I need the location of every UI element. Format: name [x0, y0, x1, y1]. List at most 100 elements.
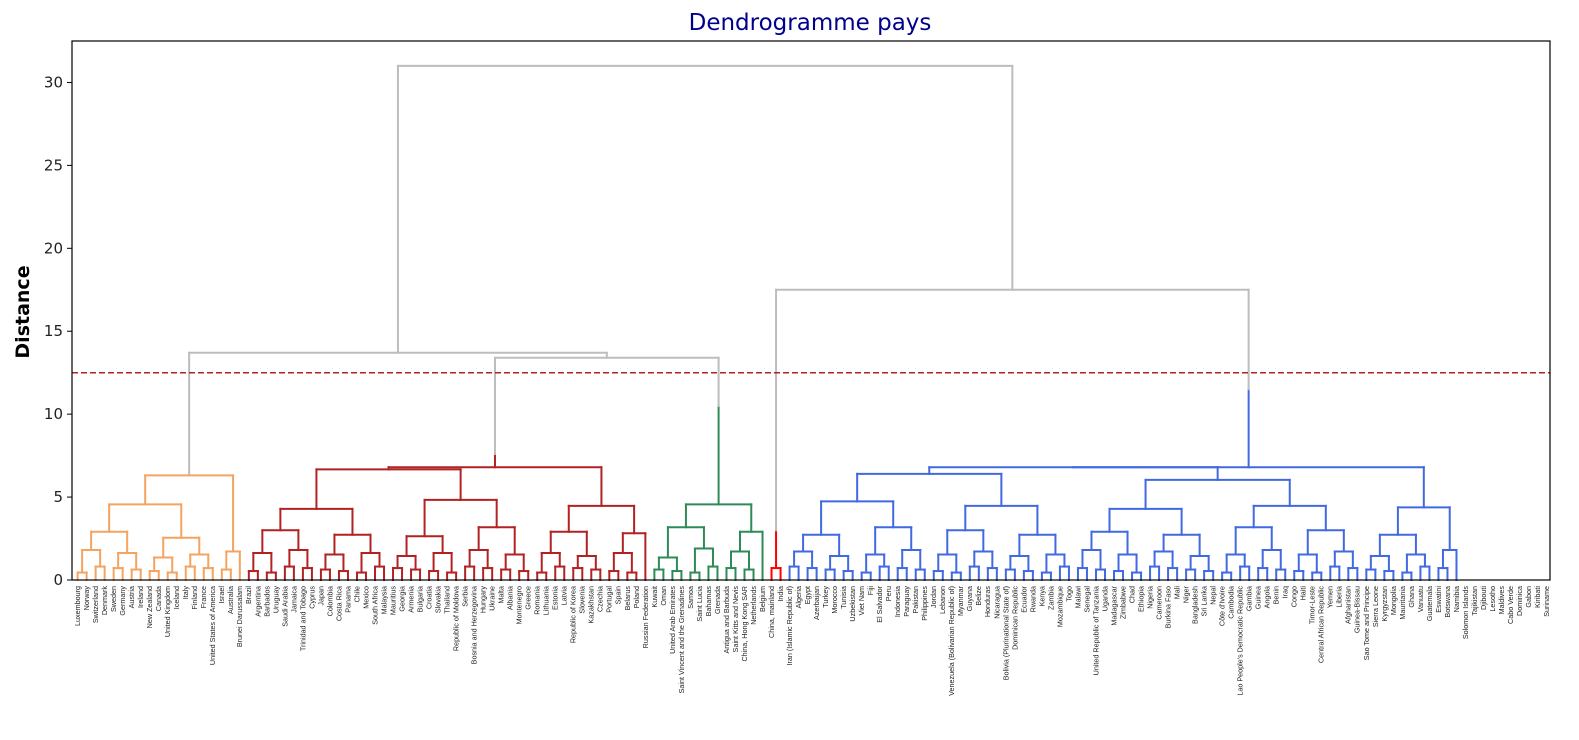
leaf-label: Lithuania [542, 586, 551, 615]
leaf-label: Hungary [479, 586, 488, 614]
leaf-label: Senegal [1082, 586, 1091, 613]
y-axis-ticks: 0 5 10 15 20 25 30 [44, 73, 72, 589]
leaf-label: Nicaragua [992, 586, 1001, 619]
leaf-label: Brazil [244, 586, 253, 604]
y-tick-label: 5 [53, 488, 63, 506]
leaf-label: Croatia [424, 586, 433, 609]
chart-title: Dendrogramme pays [689, 10, 932, 36]
leaf-label: Maldives [1497, 586, 1506, 615]
leaf-label: Ethiopia [1136, 586, 1145, 612]
y-tick-label: 15 [44, 322, 63, 340]
leaf-label: United States of America [208, 586, 217, 665]
leaf-label: Ghana [1407, 586, 1416, 608]
leaf-label: Grenada [713, 586, 722, 614]
leaf-label: Jordan [929, 586, 938, 608]
leaf-label: Kazakhstan [587, 586, 596, 624]
leaf-label: Japan [316, 586, 325, 606]
leaf-label: Belarus [623, 586, 632, 611]
y-tick-label: 30 [44, 73, 63, 91]
leaf-label: Kyrgyzstan [1380, 586, 1389, 622]
leaf-label: Mauritania [1398, 586, 1407, 620]
leaf-label: Yemen [1326, 586, 1335, 608]
leaf-label: China, mainland [767, 586, 776, 638]
leaf-label: Afghanistan [1344, 586, 1353, 624]
leaf-label: Saint Vincent and the Grenadines [677, 586, 686, 694]
leaf-label: Israel [217, 586, 226, 604]
leaf-label: Eswatini [1434, 586, 1443, 613]
leaf-label: Burkina Faso [1163, 586, 1172, 628]
leaf-label: Philippines [920, 586, 929, 621]
leaf-label: Samoa [686, 586, 695, 609]
leaf-label: Tajikistan [1470, 586, 1479, 616]
leaf-label: Paraguay [902, 586, 911, 617]
leaf-label: Dominica [1515, 586, 1524, 616]
leaf-label: Azerbaijan [812, 586, 821, 620]
leaf-label: Mali [1173, 586, 1182, 600]
y-tick-label: 10 [44, 405, 63, 423]
leaf-label: Gambia [1245, 586, 1254, 611]
leaf-label: Colombia [325, 586, 334, 616]
y-tick-label: 0 [53, 571, 63, 589]
leaf-label: United Republic of Tanzania [1091, 586, 1100, 675]
leaf-label: Uzbekistan [848, 586, 857, 622]
leaf-label: Angola [1263, 586, 1272, 608]
leaf-label: Romania [533, 586, 542, 615]
leaf-label: Netherlands [749, 586, 758, 625]
leaf-label: Kenya [1037, 586, 1046, 606]
y-tick-label: 20 [44, 239, 63, 257]
leaf-label: Oman [659, 586, 668, 606]
leaf-label: Panama [343, 586, 352, 613]
leaf-label: Greece [524, 586, 533, 610]
leaf-label: Benin [1272, 586, 1281, 604]
leaf-label: Republic of Korea [569, 586, 578, 643]
leaf-label: Egypt [803, 586, 812, 604]
leaf-label: United Arab Emirates [668, 586, 677, 654]
leaf-label: Cambodia [1227, 586, 1236, 619]
leaf-label: Myanmar [956, 585, 965, 616]
leaf-label: Ecuador [1019, 585, 1028, 612]
leaf-label: Nepal [1209, 586, 1218, 605]
leaf-label: Denmark [100, 586, 109, 616]
leaf-label: Togo [1064, 586, 1073, 602]
leaf-label: United Kingdom [163, 586, 172, 637]
leaf-label: Viet Nam [857, 586, 866, 615]
leaf-label: Côte d'Ivoire [1218, 586, 1227, 626]
leaf-label: New Zealand [145, 586, 154, 628]
y-tick-label: 25 [44, 156, 63, 174]
leaf-label: Portugal [605, 586, 614, 613]
leaf-label: Haiti [1299, 586, 1308, 601]
leaf-label: Indonesia [893, 586, 902, 617]
leaf-label: Russian Federation [641, 586, 650, 648]
leaf-label: Turkey [821, 586, 830, 608]
leaf-label: Solomon Islands [1461, 586, 1470, 640]
leaf-label: Czechia [596, 586, 605, 612]
leaf-label: Malawi [1073, 586, 1082, 609]
leaf-label: Sri Lanka [1200, 586, 1209, 616]
leaf-label: Austria [127, 586, 136, 608]
leaf-label: Estonia [551, 586, 560, 610]
leaf-label: Ireland [136, 586, 145, 608]
leaf-label: Honduras [983, 586, 992, 618]
leaf-label: Bosnia and Herzegovina [470, 586, 479, 664]
leaf-label: Fiji [866, 586, 875, 596]
leaf-label: Trinidad and Tobago [298, 586, 307, 651]
leaf-label: Saint Kitts and Nevis [731, 586, 740, 653]
leaf-label: Iran (Islamic Republic of) [785, 586, 794, 666]
leaf-label: Chad [1127, 586, 1136, 603]
leaf-label: Iceland [172, 586, 181, 609]
leaf-label: Congo [1290, 586, 1299, 607]
leaf-label: Albania [506, 586, 515, 610]
leaf-label: Nigeria [1145, 586, 1154, 609]
leaf-label: Lesotho [1488, 586, 1497, 612]
leaf-label: Madagascar [1109, 585, 1118, 625]
leaf-label: Sao Tome and Principe [1362, 586, 1371, 660]
leaf-label: Republic of Moldova [452, 586, 461, 651]
leaf-label: Malaysia [379, 586, 388, 614]
leaf-label: Timor-Leste [1308, 586, 1317, 624]
leaf-label: Bangladesh [1191, 586, 1200, 624]
leaf-label: Vanuatu [1416, 586, 1425, 612]
leaf-label: Liberia [1335, 586, 1344, 608]
leaf-label: Djibouti [1479, 586, 1488, 610]
leaf-label: Cabo Verde [1506, 586, 1515, 624]
